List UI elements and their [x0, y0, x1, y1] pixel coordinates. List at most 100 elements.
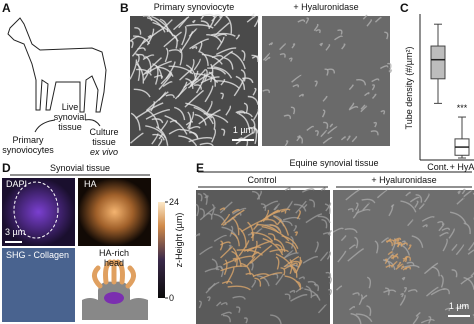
texture — [406, 261, 415, 266]
texture — [279, 53, 286, 58]
texture — [240, 217, 269, 233]
texture — [346, 135, 351, 141]
texture — [216, 36, 225, 50]
texture — [415, 194, 423, 203]
texture — [470, 271, 474, 277]
texture — [249, 244, 273, 264]
texture — [231, 208, 240, 214]
label: synovial — [54, 112, 87, 122]
label: head — [104, 258, 124, 268]
texture — [233, 77, 245, 97]
texture — [158, 73, 173, 90]
panel-title: Synovial tissue — [50, 163, 110, 173]
texture — [284, 140, 289, 147]
texture — [302, 256, 318, 264]
texture — [340, 136, 346, 141]
texture — [145, 125, 167, 139]
texture — [191, 46, 198, 50]
fluorescence-image — [78, 178, 151, 246]
texture — [232, 257, 237, 263]
texture — [262, 209, 270, 223]
texture — [319, 251, 329, 262]
texture — [303, 204, 308, 209]
texture — [222, 209, 245, 226]
texture — [322, 232, 331, 236]
texture — [180, 31, 194, 52]
texture — [309, 199, 316, 208]
texture — [209, 63, 214, 83]
texture — [253, 108, 260, 121]
texture — [199, 142, 214, 147]
texture — [285, 241, 298, 253]
texture — [136, 47, 146, 51]
texture — [327, 68, 335, 74]
texture — [262, 237, 284, 256]
texture — [252, 87, 257, 96]
texture — [348, 244, 356, 250]
texture — [289, 289, 296, 294]
texture — [284, 275, 301, 288]
texture — [220, 265, 247, 272]
texture — [269, 224, 282, 234]
texture — [305, 285, 313, 299]
texture — [204, 68, 208, 81]
texture — [407, 219, 414, 227]
texture — [243, 102, 249, 114]
texture — [164, 115, 188, 135]
texture — [366, 305, 372, 317]
texture — [291, 74, 302, 83]
texture — [195, 233, 201, 237]
texture — [146, 16, 166, 33]
sem-image — [196, 190, 330, 324]
texture — [384, 258, 388, 265]
texture — [327, 276, 332, 284]
texture — [400, 200, 417, 213]
texture — [195, 73, 206, 94]
texture — [142, 15, 153, 21]
texture — [246, 256, 256, 267]
texture — [260, 203, 267, 211]
texture — [294, 231, 298, 237]
texture — [280, 210, 287, 214]
texture — [225, 15, 233, 34]
texture — [173, 16, 190, 31]
texture — [396, 261, 402, 267]
texture — [230, 232, 240, 247]
texture — [195, 203, 200, 217]
texture — [229, 225, 234, 237]
texture — [399, 294, 406, 306]
texture — [261, 225, 290, 242]
texture — [358, 294, 363, 306]
texture — [227, 285, 251, 291]
texture — [305, 213, 323, 224]
texture — [264, 56, 271, 62]
texture — [380, 65, 389, 70]
texture — [164, 47, 169, 63]
texture — [306, 125, 314, 131]
texture — [157, 66, 174, 77]
texture — [194, 113, 207, 126]
texture — [200, 76, 220, 84]
texture — [414, 200, 419, 208]
texture — [370, 130, 379, 136]
tick-label: 24 — [169, 197, 179, 207]
texture — [204, 195, 209, 199]
texture — [247, 95, 259, 105]
texture — [221, 128, 226, 136]
texture — [189, 68, 206, 87]
texture — [203, 113, 229, 124]
texture — [273, 238, 286, 253]
texture — [193, 58, 201, 71]
texture — [461, 188, 466, 195]
texture — [292, 84, 299, 88]
texture — [262, 52, 270, 61]
texture — [351, 136, 358, 143]
box — [430, 45, 446, 80]
label: tissue — [58, 122, 82, 132]
texture — [366, 276, 372, 289]
texture — [393, 237, 402, 242]
texture — [313, 23, 319, 32]
texture — [422, 224, 428, 228]
texture — [206, 296, 211, 302]
texture — [247, 221, 254, 242]
